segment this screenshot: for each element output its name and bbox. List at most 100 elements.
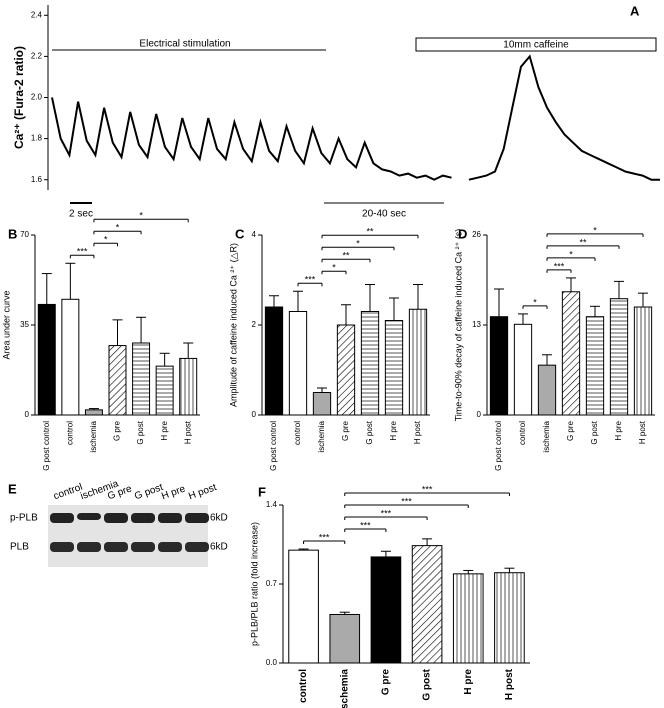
x-tick-label: ischemia [542, 420, 551, 452]
bar [37, 303, 56, 416]
bar [633, 306, 653, 416]
y-tick-label: 1.4 [266, 500, 278, 509]
annotation: Electrical stimulation [139, 39, 230, 50]
x-tick-label: G pre [381, 669, 392, 696]
y-tick-label: 0 [252, 410, 257, 419]
bar [384, 320, 404, 416]
bar [411, 545, 443, 664]
y-tick-label: 26 [472, 230, 481, 239]
y-tick-label: 1.8 [31, 134, 43, 143]
y-tick-label: 35 [20, 320, 29, 329]
y-tick-label: 70 [20, 230, 29, 239]
bar [84, 409, 103, 416]
band [104, 542, 128, 552]
x-tick-label: H pre [614, 420, 623, 440]
size-label: 6kD [210, 513, 228, 524]
significance-label: * [332, 263, 336, 273]
panel-label: E [8, 481, 17, 496]
significance-label: *** [401, 496, 412, 506]
y-axis-label: Amplitude of caffeine induced Ca ²⁺ (△R) [228, 243, 238, 407]
significance-label: *** [381, 508, 392, 518]
significance-label: * [593, 225, 597, 235]
y-axis-label: Ca²⁺ (Fura-2 ratio) [12, 46, 26, 149]
significance-label: *** [360, 520, 371, 530]
x-tick-label: G post [136, 420, 145, 444]
band [104, 513, 128, 523]
x-tick-label: G post [365, 420, 374, 444]
bar [360, 311, 380, 416]
bar [336, 324, 356, 416]
significance-label: *** [319, 532, 330, 542]
bar [108, 345, 127, 416]
bar [288, 549, 319, 664]
y-tick-label: 0 [25, 410, 30, 419]
x-tick-label: control [65, 421, 74, 445]
significance-label: ** [366, 227, 374, 237]
lane-label: H pre [160, 483, 187, 502]
y-axis-label: p-PLB/PLB ratio (fold increase) [249, 522, 259, 646]
y-tick-label: 13 [472, 320, 481, 329]
bar [408, 308, 428, 416]
bar [155, 365, 174, 416]
bar [494, 572, 525, 664]
y-tick-label: 4 [252, 230, 257, 239]
significance-label: *** [305, 275, 316, 285]
annotation: 10mm caffeine [503, 40, 569, 51]
x-tick-label: H post [504, 668, 515, 700]
significance-label: * [139, 211, 143, 221]
band [131, 513, 155, 523]
x-tick-label: control [518, 421, 527, 445]
x-tick-label: H post [638, 420, 647, 444]
lane-label: H post [187, 482, 218, 502]
bar [609, 298, 629, 416]
significance-label: ** [342, 251, 350, 261]
significance-label: *** [554, 261, 565, 271]
row-label: PLB [10, 542, 29, 553]
y-tick-label: 2.4 [31, 10, 43, 19]
significance-label: *** [77, 247, 88, 257]
significance-label: * [533, 297, 537, 307]
band [158, 513, 182, 523]
x-tick-label: H post [183, 420, 192, 444]
x-tick-label: ischemia [339, 669, 350, 708]
x-tick-label: G pre [113, 420, 122, 441]
bar [179, 357, 198, 416]
band [185, 513, 209, 523]
band [131, 542, 155, 552]
panel-label: F [258, 484, 266, 499]
band [50, 513, 74, 523]
significance-label: * [569, 249, 573, 259]
bar [452, 573, 484, 664]
x-tick-label: H post [413, 420, 422, 444]
blot [48, 505, 209, 567]
bar [370, 556, 402, 664]
x-tick-label: H pre [389, 420, 398, 440]
bar [61, 298, 80, 416]
annotation: 20-40 sec [362, 209, 406, 220]
x-tick-label: H pre [463, 669, 474, 695]
panel-label: A [630, 3, 640, 18]
bar [312, 392, 332, 416]
y-tick-label: 0.7 [266, 579, 278, 588]
x-tick-label: control [293, 421, 302, 445]
panel-label: B [8, 226, 17, 241]
panel-label: C [235, 226, 245, 241]
y-tick-label: 0.0 [266, 658, 278, 667]
bar [132, 342, 151, 416]
x-tick-label: control [298, 669, 309, 703]
x-tick-label: G pre [566, 420, 575, 441]
y-axis-label: Area under curve [1, 290, 11, 359]
significance-label: *** [422, 484, 433, 494]
y-tick-label: 2 [252, 320, 257, 329]
row-label: p-PLB [10, 513, 38, 524]
bar [489, 316, 509, 416]
annotation: 2 sec [69, 209, 93, 220]
bar [537, 364, 557, 416]
significance-label: * [116, 223, 120, 233]
band [77, 542, 101, 552]
x-tick-label: G pre [341, 420, 350, 441]
size-label: 6kD [210, 542, 228, 553]
bar [585, 316, 605, 416]
x-tick-label: G post [422, 668, 433, 700]
